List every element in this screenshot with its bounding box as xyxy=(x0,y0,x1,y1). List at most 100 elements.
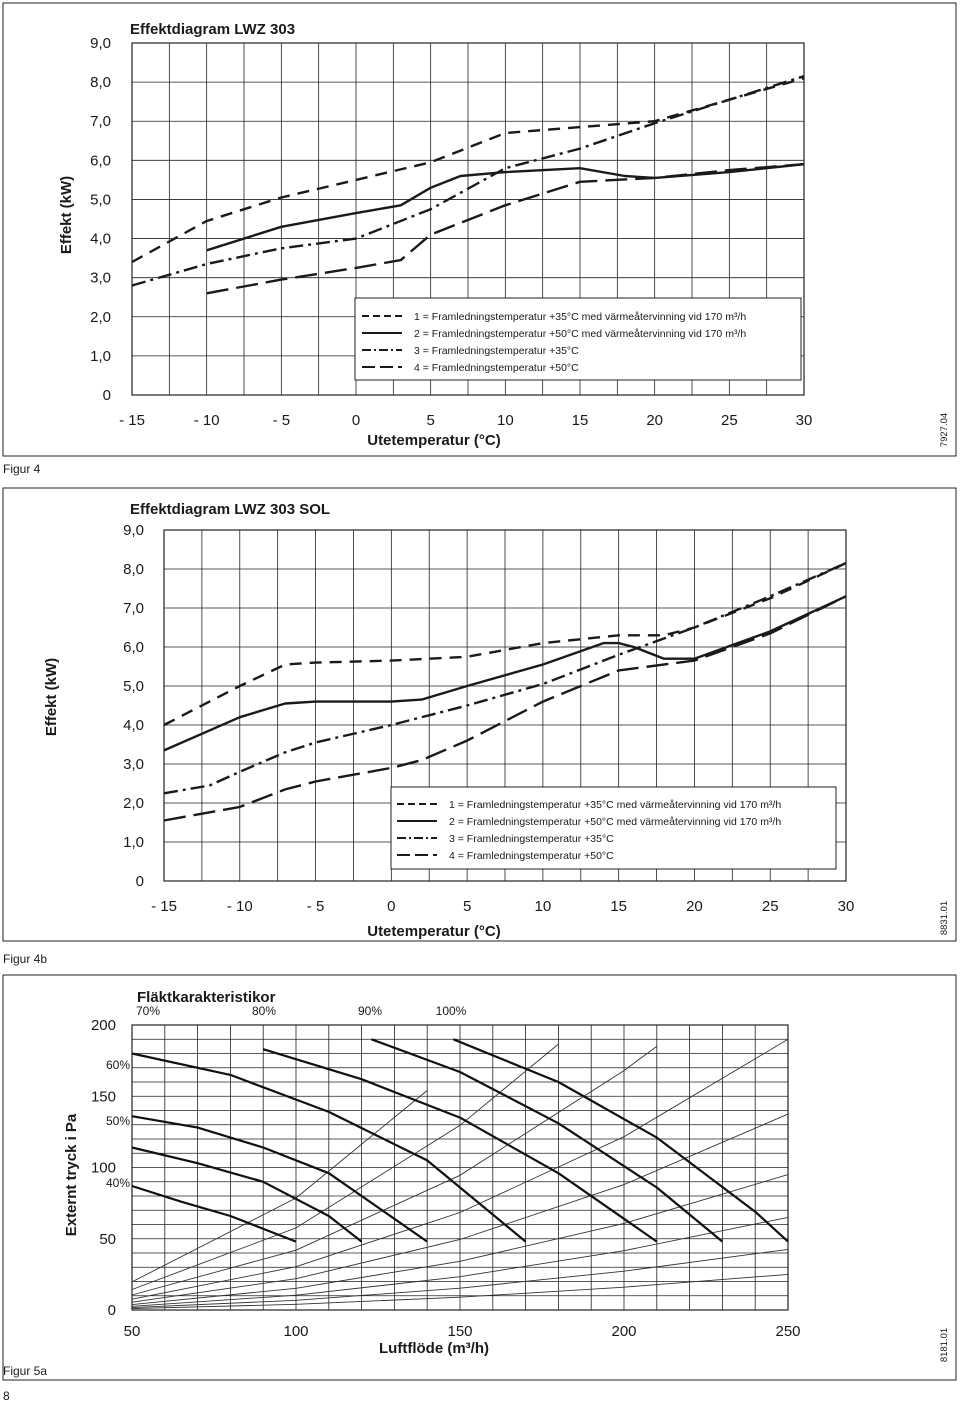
y-tick-label: 4,0 xyxy=(90,231,111,248)
plot-area xyxy=(163,529,847,882)
fan-curve-label: 100% xyxy=(436,1004,467,1018)
fan-curve-label: 80% xyxy=(252,1004,276,1018)
system-curve-2 xyxy=(131,1043,559,1290)
legend-entry-3: 3 = Framledningstemperatur +35°C xyxy=(449,833,614,845)
x-tick-label: 20 xyxy=(686,898,703,915)
y-tick-label: 3,0 xyxy=(123,756,144,773)
y-tick-label: 6,0 xyxy=(123,639,144,656)
legend-entry-4: 4 = Framledningstemperatur +50°C xyxy=(449,850,614,862)
y-tick-label: 0 xyxy=(136,873,144,890)
y-tick-label: 8,0 xyxy=(123,561,144,578)
x-tick-label: 50 xyxy=(124,1323,141,1340)
figure-5a-system-curves xyxy=(131,1038,789,1310)
figure-4b-title: Effektdiagram LWZ 303 SOL xyxy=(130,501,330,518)
x-tick-label: 5 xyxy=(426,412,434,429)
y-tick-label: 9,0 xyxy=(123,522,144,539)
x-tick-label: 0 xyxy=(352,412,360,429)
y-tick-label: 7,0 xyxy=(123,600,144,617)
figure-4-frame xyxy=(2,2,957,457)
figure-4-series xyxy=(131,75,805,295)
figure-5a-fan-labels: 70% 80% 90% 100% 60% 50% 40% xyxy=(106,1004,467,1190)
x-tick-label: - 15 xyxy=(151,898,177,915)
series-line-1 xyxy=(131,77,805,264)
plot-area xyxy=(131,42,805,396)
figure-5a-title: Fläktkarakteristikor xyxy=(137,989,276,1006)
y-tick-label: 0 xyxy=(108,1302,116,1319)
figure-4b-legend: 1 = Framledningstemperatur +35°C med vär… xyxy=(397,799,781,862)
x-tick-label: 100 xyxy=(283,1323,308,1340)
fan-curve-70pct xyxy=(131,1052,527,1243)
legend-entry-2: 2 = Framledningstemperatur +50°C med vär… xyxy=(449,816,781,828)
figure-5a-y-ticks: 0 50 100 150 200 xyxy=(91,1017,116,1319)
y-tick-label: 2,0 xyxy=(123,795,144,812)
x-tick-label: 30 xyxy=(838,898,855,915)
y-tick-label: 200 xyxy=(91,1017,116,1034)
figure-4b-label: Figur 4b xyxy=(3,952,47,966)
system-curve-3 xyxy=(131,1046,658,1296)
x-tick-label: 5 xyxy=(463,898,471,915)
figure-4-legend-box xyxy=(354,297,802,381)
plot-area xyxy=(131,1024,789,1311)
y-tick-label: 1,0 xyxy=(90,348,111,365)
figure-4b-y-axis-label: Effekt (kW) xyxy=(43,658,60,736)
figure-4b-x-ticks: - 15 - 10 - 5 0 5 10 15 20 25 30 xyxy=(151,898,854,915)
figure-4-title: Effektdiagram LWZ 303 xyxy=(130,21,295,38)
figure-5a: Fläktkarakteristikor 0 50 100 150 200 50 100 1… xyxy=(2,974,957,1381)
system-curve-5 xyxy=(131,1113,789,1303)
figure-5a-label: Figur 5a xyxy=(3,1364,47,1378)
x-tick-label: 10 xyxy=(535,898,552,915)
figure-5a-y-axis-label: Externt tryck i Pa xyxy=(63,1113,80,1236)
page-number: 8 xyxy=(3,1389,10,1403)
figure-5a-grid xyxy=(131,1024,789,1311)
figure-4-code: 7927.04 xyxy=(939,413,950,447)
y-tick-label: 4,0 xyxy=(123,717,144,734)
series-line-2 xyxy=(163,595,847,752)
fan-curve-60pct xyxy=(131,1115,428,1243)
x-tick-label: 200 xyxy=(611,1323,636,1340)
y-tick-label: 6,0 xyxy=(90,152,111,169)
legend-entry-3: 3 = Framledningstemperatur +35°C xyxy=(414,345,579,357)
y-tick-label: 2,0 xyxy=(90,309,111,326)
fan-curve-50pct xyxy=(131,1146,363,1243)
y-tick-label: 8,0 xyxy=(90,74,111,91)
figure-5a-x-axis-label: Luftflöde (m³/h) xyxy=(379,1340,489,1357)
figure-5a-fan-curves xyxy=(131,1038,789,1243)
system-curve-9 xyxy=(131,1273,789,1310)
fan-curve-90pct xyxy=(371,1038,724,1243)
figure-4b-frame xyxy=(2,487,957,942)
x-tick-label: 30 xyxy=(796,412,813,429)
figure-4: Effektdiagram LWZ 303 0 1,0 2,0 3,0 4,0 5,0 6,… xyxy=(2,2,957,476)
y-tick-label: 3,0 xyxy=(90,270,111,287)
figure-4b-series xyxy=(163,562,847,822)
figure-4-x-ticks: - 15 - 10 - 5 0 5 10 15 20 25 30 xyxy=(119,412,812,429)
y-tick-label: 5,0 xyxy=(90,191,111,208)
figure-5a-code: 8181.01 xyxy=(939,1328,950,1362)
x-tick-label: - 5 xyxy=(307,898,325,915)
system-curve-8 xyxy=(131,1248,789,1309)
figure-4-label: Figur 4 xyxy=(3,462,41,476)
y-tick-label: 50 xyxy=(99,1231,116,1248)
system-curve-6 xyxy=(131,1174,789,1306)
x-tick-label: 150 xyxy=(447,1323,472,1340)
x-tick-label: - 10 xyxy=(194,412,220,429)
fan-curve-label: 40% xyxy=(106,1176,130,1190)
fan-curve-40pct xyxy=(131,1184,297,1243)
system-curve-7 xyxy=(131,1216,789,1307)
x-tick-label: 25 xyxy=(721,412,738,429)
series-line-3 xyxy=(131,75,805,287)
legend-entry-4: 4 = Framledningstemperatur +50°C xyxy=(414,362,579,374)
figure-4-x-axis-label: Utetemperatur (°C) xyxy=(367,432,501,449)
legend-entry-1: 1 = Framledningstemperatur +35°C med vär… xyxy=(449,799,781,811)
fan-curve-label: 70% xyxy=(136,1004,160,1018)
x-tick-label: 0 xyxy=(387,898,395,915)
fan-curve-label: 90% xyxy=(358,1004,382,1018)
figure-4b-legend-box xyxy=(390,786,837,870)
x-tick-label: 25 xyxy=(762,898,779,915)
series-line-3 xyxy=(163,562,847,795)
figure-5a-x-ticks: 50 100 150 200 250 xyxy=(124,1323,801,1340)
x-tick-label: - 5 xyxy=(273,412,291,429)
figure-4b: Effektdiagram LWZ 303 SOL 0 1,0 2,0 3,0 4,0 5… xyxy=(2,487,957,966)
series-line-4 xyxy=(163,595,847,822)
figure-4-y-axis-label: Effekt (kW) xyxy=(58,176,75,254)
